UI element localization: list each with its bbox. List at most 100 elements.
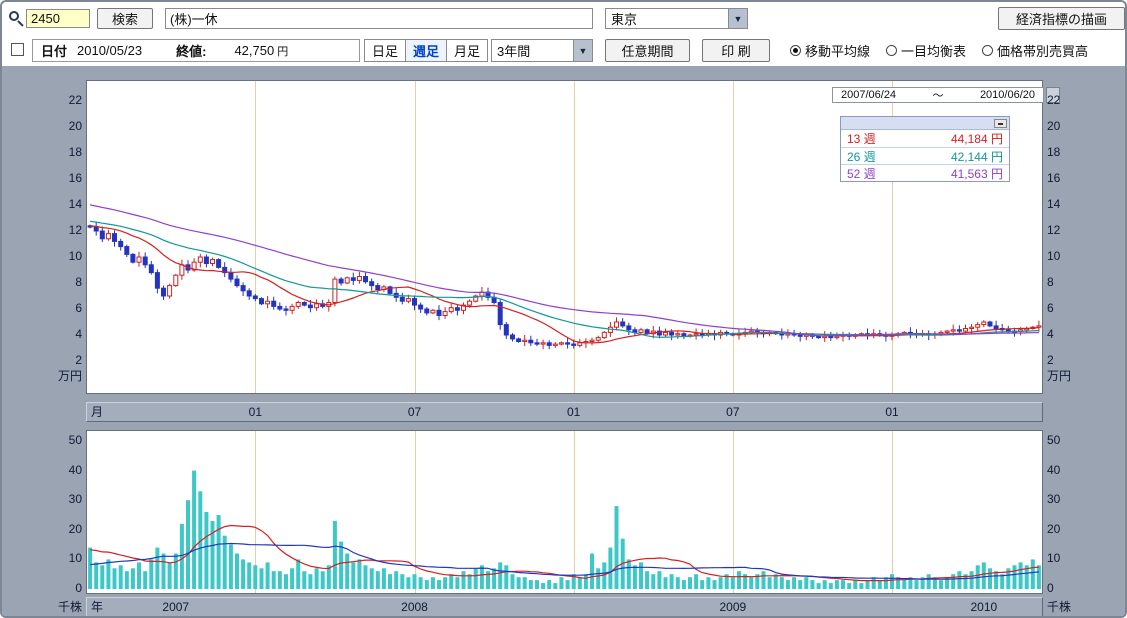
- volume-bar: [871, 577, 876, 589]
- price-tick-label: 6: [1047, 301, 1054, 315]
- volume-axis-unit: 千株: [1047, 600, 1072, 614]
- candle-body: [265, 300, 271, 305]
- candle-body: [130, 253, 136, 263]
- price-tick-label: 10: [1047, 249, 1061, 263]
- volume-bar: [565, 580, 570, 589]
- volume-bar: [1018, 562, 1023, 589]
- candle-body: [950, 329, 956, 332]
- candle-body: [369, 281, 375, 287]
- candle-body: [142, 256, 148, 266]
- overlay-option-2[interactable]: 一目均衡表: [886, 41, 966, 60]
- volume-bar: [841, 580, 845, 589]
- price-tick-label: 8: [75, 275, 82, 289]
- month-tick: 07: [407, 405, 422, 419]
- chevron-down-icon[interactable]: ▼: [728, 9, 747, 28]
- period-weekly-button[interactable]: 週足: [405, 39, 447, 62]
- volume-bar: [406, 577, 411, 589]
- volume-bar: [498, 562, 503, 589]
- candle-body: [1005, 329, 1011, 332]
- stock-code-input[interactable]: [26, 9, 90, 28]
- volume-bar: [853, 580, 858, 589]
- radio-icon[interactable]: [982, 45, 994, 56]
- volume-bar: [88, 547, 93, 589]
- volume-bar: [718, 577, 723, 589]
- month-tick: 01: [248, 405, 263, 419]
- volume-bar: [486, 571, 490, 589]
- volume-bar: [859, 583, 864, 589]
- volume-bar: [388, 574, 392, 589]
- volume-bar: [130, 568, 135, 589]
- candle-body: [601, 331, 607, 339]
- candle-body: [969, 326, 975, 329]
- candle-body: [424, 308, 430, 314]
- print-button[interactable]: 印 刷: [702, 39, 770, 62]
- candle-body: [252, 295, 258, 300]
- volume-chart[interactable]: [86, 430, 1043, 594]
- volume-bar: [914, 580, 919, 589]
- candle-body: [675, 333, 681, 336]
- search-icon: [9, 11, 25, 27]
- candle-body: [436, 309, 442, 317]
- date-range-display: 2007/06/24 ～ 2010/06/20: [832, 87, 1044, 103]
- range-scroll-button[interactable]: [1046, 87, 1060, 103]
- search-button[interactable]: 検索: [97, 8, 153, 29]
- candle-body: [467, 300, 473, 306]
- legend-label: 13 週: [847, 132, 876, 146]
- overlay-radio-group: 移動平均線 一目均衡表 価格帯別売買高: [790, 39, 1088, 62]
- volume-bar: [155, 547, 160, 589]
- candle-body: [571, 343, 577, 346]
- volume-bar: [186, 500, 190, 589]
- candle-body: [993, 325, 999, 329]
- price-tick-label: 2: [1047, 353, 1054, 367]
- volume-bar: [663, 577, 668, 589]
- volume-bar: [479, 565, 484, 589]
- overlay-option-label: 価格帯別売買高: [997, 44, 1089, 59]
- price-tick-label: 2: [75, 353, 82, 367]
- chevron-down-icon[interactable]: ▼: [573, 40, 592, 61]
- candle-body: [161, 287, 166, 297]
- candle-body: [154, 272, 160, 289]
- volume-bar: [547, 580, 552, 589]
- volume-bar: [920, 577, 925, 589]
- candle-body: [822, 335, 828, 339]
- year-tick: 2009: [719, 600, 747, 614]
- candle-body: [210, 259, 215, 265]
- volume-bar: [198, 491, 203, 589]
- overlay-option-1[interactable]: 移動平均線: [790, 41, 870, 60]
- period-monthly-button[interactable]: 月足: [446, 39, 488, 62]
- radio-icon[interactable]: [790, 45, 801, 56]
- custom-period-button[interactable]: 任意期間: [605, 39, 690, 62]
- legend-row: 52 週 41,563 円: [841, 164, 1009, 181]
- candle-body: [332, 278, 338, 304]
- price-tick-label: 4: [75, 327, 82, 341]
- volume-bar: [822, 580, 827, 589]
- volume-bar: [394, 571, 399, 589]
- year-tick: 2010: [970, 600, 998, 614]
- period-daily-button[interactable]: 日足: [364, 39, 406, 62]
- window-icon[interactable]: [11, 43, 24, 56]
- radio-icon[interactable]: [886, 45, 898, 56]
- overlay-option-3[interactable]: 価格帯別売買高: [982, 41, 1088, 60]
- volume-bar: [137, 562, 141, 589]
- volume-bar: [890, 574, 894, 589]
- volume-bar: [522, 577, 527, 589]
- exchange-select[interactable]: 東京 ▼: [605, 8, 748, 29]
- volume-bar: [749, 577, 754, 589]
- volume-bar: [339, 541, 344, 589]
- range-value: 3年間: [497, 44, 531, 59]
- economic-indicators-button[interactable]: 経済指標の描画: [998, 7, 1125, 30]
- volume-plot-svg[interactable]: [87, 431, 1042, 593]
- stock-name-input[interactable]: [165, 8, 593, 29]
- candle-body: [430, 309, 436, 314]
- candle-body: [546, 342, 552, 346]
- volume-bar: [253, 565, 258, 589]
- volume-bar: [528, 580, 533, 589]
- price-tick-label: 20: [1047, 119, 1061, 133]
- range-select[interactable]: 3年間 ▼: [491, 39, 593, 62]
- price-plot-svg[interactable]: [87, 81, 1042, 393]
- minimize-icon[interactable]: [994, 119, 1007, 128]
- volume-bar: [883, 577, 888, 589]
- volume-bar: [308, 574, 313, 589]
- volume-bar: [737, 571, 741, 589]
- volume-bar: [908, 577, 913, 589]
